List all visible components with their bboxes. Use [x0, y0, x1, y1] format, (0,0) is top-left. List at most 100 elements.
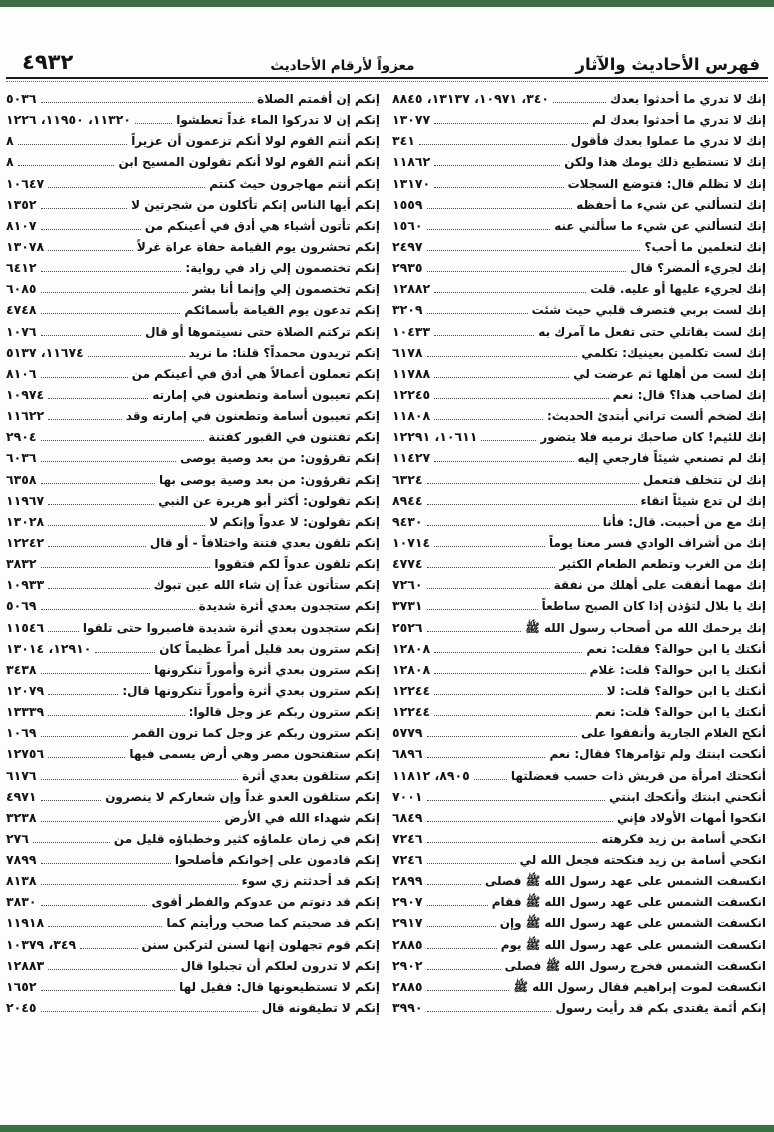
dot-leader — [95, 651, 156, 653]
dot-leader — [40, 228, 141, 230]
index-entry: إنكم تلقون بعدي فتنة واختلافاً - أو قال … — [6, 532, 380, 553]
index-entry: إنكم سترون بعدي أثرة وأموراً تنكرونها قا… — [6, 680, 380, 701]
entry-text: إنك لصاحب هذا؟ قال: نعم — [612, 387, 766, 402]
index-entry: إنكم لا تدرون لعلكم أن تجبلوا قال ١٢٨٨٣ — [6, 955, 380, 976]
entry-text: إنكم تفتنون في القبور كفتنة — [208, 430, 380, 445]
index-entry: إنك لست بقاتلي حتى تفعل ما آمرك به ١٠٤٣٣ — [392, 321, 766, 342]
entry-text: إنك يا بلال لتؤذن إذا كان الصبح ساطعاً — [541, 599, 766, 614]
dot-leader — [40, 313, 181, 315]
entry-text: إنك لن تدع شيئاً اتقاء — [640, 493, 766, 508]
entry-text: إنك لست بقاتلي حتى تفعل ما آمرك به — [538, 324, 766, 339]
entry-number: ١٢٨٨٣ — [6, 957, 45, 973]
entry-text: إنكم تركتم الصلاة حتى نسيتموها أو قال — [145, 324, 380, 339]
index-entry: إنكم في زمان علماؤه كثير وخطباؤه قليل من… — [6, 828, 380, 849]
index-entry: أنكتك يا ابن حوالة؟ قلت: نعم ١٢٢٤٤ — [392, 701, 766, 722]
index-entry: أنكح الغلام الجارية وأنفقوا على ٥٧٧٩ — [392, 722, 766, 743]
dot-leader — [40, 736, 128, 738]
index-entry: إنكم سترون ربكم عز وجل قالوا: ١٣٣٣٩ — [6, 701, 380, 722]
index-entry: إنك لا تدري ما أحدثوا بعدك لم ١٣٠٧٧ — [392, 109, 766, 130]
index-entry: إنك للئيم! كان صاحبك نرميه فلا يتضور ١٠٦… — [392, 426, 766, 447]
entry-number: ١٢٨٠٨ — [392, 661, 431, 677]
dot-leader — [426, 820, 613, 822]
index-entry: إنكم تركتم الصلاة حتى نسيتموها أو قال ١٠… — [6, 321, 380, 342]
entry-number: ٣٧٣١ — [392, 598, 423, 614]
index-entry: إنك لا تستطيع ذلك يومك هذا ولكن ١١٨٦٢ — [392, 151, 766, 172]
dot-leader — [40, 1011, 258, 1013]
index-entry: إنك من الغرب وتطعم الطعام الكثير ٤٧٧٤ — [392, 553, 766, 574]
entry-number: ٣٢٣٨ — [6, 809, 37, 825]
entry-number: ١١٧٨٨ — [392, 365, 431, 381]
dot-leader — [434, 419, 543, 421]
entry-number: ٦٠٨٥ — [6, 281, 37, 297]
dot-leader — [426, 588, 550, 590]
entry-text: إنك للئيم! كان صاحبك نرميه فلا يتضور — [540, 430, 766, 445]
index-entry: أنكتك يا ابن حوالة؟ فقلت: نعم ١٢٨٠٨ — [392, 638, 766, 659]
index-entry: إنكم ستجدون بعدي أثرة شديدة فاصبروا حتى … — [6, 617, 380, 638]
index-entry: إنكم إن لا تدركوا الماء غداً تعطشوا ١١٣٢… — [6, 109, 380, 130]
entry-text: إنكم لا تطيقونه قال — [261, 1001, 380, 1016]
index-entry: إنكم سترون بعد قليل أمراً عظيماً كان ١٢٩… — [6, 638, 380, 659]
dot-leader — [426, 630, 522, 632]
index-entry: إنكم قادمون على إخوانكم فأصلحوا ٧٨٩٩ — [6, 849, 380, 870]
index-entry: إنكم لا تطيقونه قال ٢٠٤٥ — [6, 997, 380, 1018]
dot-leader — [80, 947, 138, 949]
entry-number: ١٠٩٧٤ — [6, 386, 45, 402]
entry-text: إنكم شهداء الله في الأرض — [224, 810, 380, 825]
dot-leader — [48, 968, 177, 970]
index-entry: انكسفت الشمس على عهد رسول الله ﷺ وإن ٢٩١… — [392, 912, 766, 933]
index-entry: إنك من أشراف الوادي فسر معنا يوماً ١٠٧١٤ — [392, 532, 766, 553]
dot-leader — [48, 588, 150, 590]
index-entry: إنك لضخم ألست تراني أبتدئ الحديث: ١١٨٠٨ — [392, 405, 766, 426]
entry-number: ١٠٩٣٣ — [6, 577, 45, 593]
entry-number: ١٢٢٤٤ — [392, 704, 431, 720]
entry-number: ١٣٠٧٨ — [6, 238, 45, 254]
index-entry: إنكم تقولون: لا عدواً وإنكم لا ١٣٠٢٨ — [6, 511, 380, 532]
dot-leader — [426, 905, 488, 907]
entry-number: ٨ — [6, 154, 14, 170]
entry-number: ١٣١٧٠ — [392, 175, 431, 191]
entry-number: ٣٤٣٨ — [6, 661, 37, 677]
index-entry: إنكم تريدون محمداً؟ قلنا: ما نريد ١١٦٧٤،… — [6, 342, 380, 363]
dot-leader — [48, 419, 122, 421]
entry-text: انكحوا أمهات الأولاد فإني — [616, 810, 766, 825]
entry-number: ١١٩٦٧ — [6, 492, 45, 508]
entry-text: انكسفت الشمس على عهد رسول الله ﷺ فقام — [491, 895, 766, 910]
index-entry: إنكم تختصمون إلي زاد في رواية: ٦٤١٢ — [6, 257, 380, 278]
entry-number: ١٢٢٤٢ — [6, 534, 45, 550]
dot-leader — [434, 334, 535, 336]
entry-text: إنك لا تظلم قال: فتوضع السجلات — [567, 176, 766, 191]
dot-leader — [426, 355, 578, 357]
entry-number: ١١٤٢٧ — [392, 450, 431, 466]
dot-leader — [426, 609, 538, 611]
entry-text: إنك لا تدري ما عملوا بعدك فأقول — [570, 134, 766, 149]
entry-number: ١٥٥٩ — [392, 196, 423, 212]
index-entry: إنكم قوم تجهلون إنها لسنن لتركبن سنن ٣٤٩… — [6, 934, 380, 955]
dot-leader — [40, 820, 221, 822]
entry-number: ٨١٠٦ — [6, 365, 37, 381]
dot-leader — [426, 482, 639, 484]
entry-text: إنكم تأتون أشياء هي أدق في أعينكم من — [144, 218, 380, 233]
entry-text: إنكم أيها الناس إنكم تأكلون من شجرتين لا — [131, 197, 380, 212]
dot-leader — [426, 207, 573, 209]
index-entry: إنك لا تدري ما أحدثوا بعدك ٣٤٠، ١٠٩٧١، ١… — [392, 88, 766, 109]
entry-number: ١٢٨٠٨ — [392, 640, 431, 656]
entry-number: ٣٤١ — [392, 133, 415, 149]
dot-leader — [434, 123, 588, 125]
index-entry: أنكحني ابنتك وأنكحك ابنتي ٧٠٠١ — [392, 786, 766, 807]
entry-text: انكسفت لموت إبراهيم فقال رسول الله ﷺ — [513, 979, 766, 994]
entry-number: ٣٤٠، ١٠٩٧١، ١٣١٣٧، ٨٨٤٥ — [392, 91, 550, 106]
entry-number: ٩٤٣٠ — [392, 513, 423, 529]
entry-text: أنكتك يا ابن حوالة؟ قلت: نعم — [595, 705, 766, 720]
entry-text: إنكم ستفتحون مصر وهي أرض يسمى فيها — [129, 747, 380, 762]
entry-number: ٥٠٣٦ — [6, 91, 37, 106]
entry-number: ١٢٩١٠، ١٣٠١٤ — [6, 640, 92, 656]
index-entry: إنك يرحمك الله من أصحاب رسول الله ﷺ ٢٥٢٦ — [392, 617, 766, 638]
index-entry: إنكم تختصمون إلي وإنما أنا بشر ٦٠٨٥ — [6, 278, 380, 299]
entry-text: إنك مع من أحببت. قال: فأنا — [602, 514, 766, 529]
dot-leader — [426, 757, 546, 759]
dot-leader — [40, 672, 151, 674]
entry-number: ٢٨٨٥ — [392, 936, 423, 952]
dot-leader — [434, 545, 545, 547]
entry-number: ١٠٦١١، ١٢٢٩١ — [392, 429, 478, 445]
entry-number: ١١٨٠٨ — [392, 408, 431, 424]
